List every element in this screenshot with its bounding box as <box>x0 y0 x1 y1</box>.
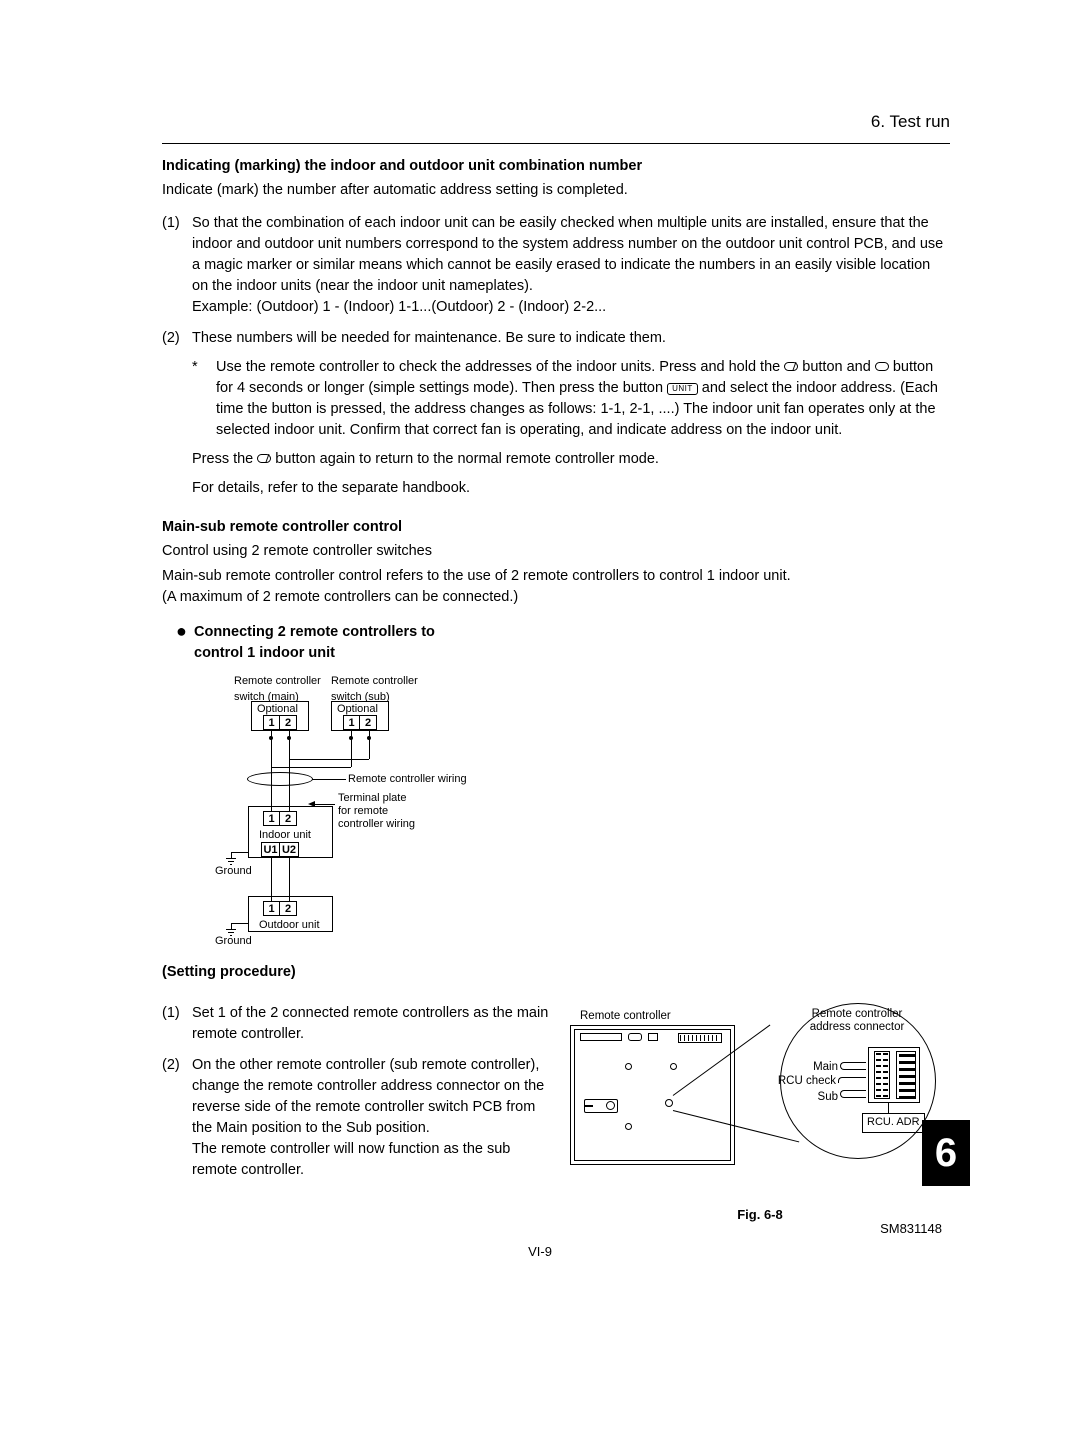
sub2b: Main-sub remote controller control refer… <box>162 566 950 587</box>
set2-body2: The remote controller will now function … <box>192 1141 510 1178</box>
bullet-heading-text: Connecting 2 remote controllers tocontro… <box>194 622 435 664</box>
list2-body: These numbers will be needed for mainten… <box>192 328 950 349</box>
unit-button-icon: UNIT <box>667 383 698 395</box>
list1-example: Example: (Outdoor) 1 - (Indoor) 1-1...(O… <box>192 299 606 315</box>
set1-num: (1) <box>162 1003 192 1045</box>
set1-body: Set 1 of the 2 connected remote controll… <box>192 1003 552 1045</box>
page-number: VI-9 <box>0 1243 1080 1262</box>
star-body: Use the remote controller to check the a… <box>216 357 950 441</box>
hr-under-title <box>162 143 950 144</box>
doc-number: SM831148 <box>880 1220 942 1239</box>
intro-text: Indicate (mark) the number after automat… <box>162 180 950 201</box>
heading-indicating: Indicating (marking) the indoor and outd… <box>162 156 950 177</box>
list2-num: (2) <box>162 328 192 349</box>
list1-body: So that the combination of each indoor u… <box>192 215 943 294</box>
star-marker: * <box>192 357 216 441</box>
section-title: 6. Test run <box>162 110 950 135</box>
oval-slash-icon-2 <box>257 454 271 463</box>
setting-heading: (Setting procedure) <box>162 962 950 983</box>
oval-icon <box>875 362 889 371</box>
details-line: For details, refer to the separate handb… <box>162 478 950 499</box>
sub2c: (A maximum of 2 remote controllers can b… <box>162 587 950 608</box>
section-tab: 6 <box>922 1120 970 1186</box>
wiring-diagram: Remote controllerswitch (main) Remote co… <box>227 674 557 944</box>
press-line: Press the button again to return to the … <box>162 449 950 470</box>
list1-num: (1) <box>162 213 192 318</box>
heading-mainsub: Main-sub remote controller control <box>162 517 950 538</box>
bullet-icon: ● <box>176 622 194 664</box>
set2-num: (2) <box>162 1055 192 1181</box>
sub2a: Control using 2 remote controller switch… <box>162 541 950 562</box>
oval-slash-icon <box>784 362 798 371</box>
connector-diagram: Remote controller <box>570 1003 940 1198</box>
set2-body: On the other remote controller (sub remo… <box>192 1057 544 1136</box>
